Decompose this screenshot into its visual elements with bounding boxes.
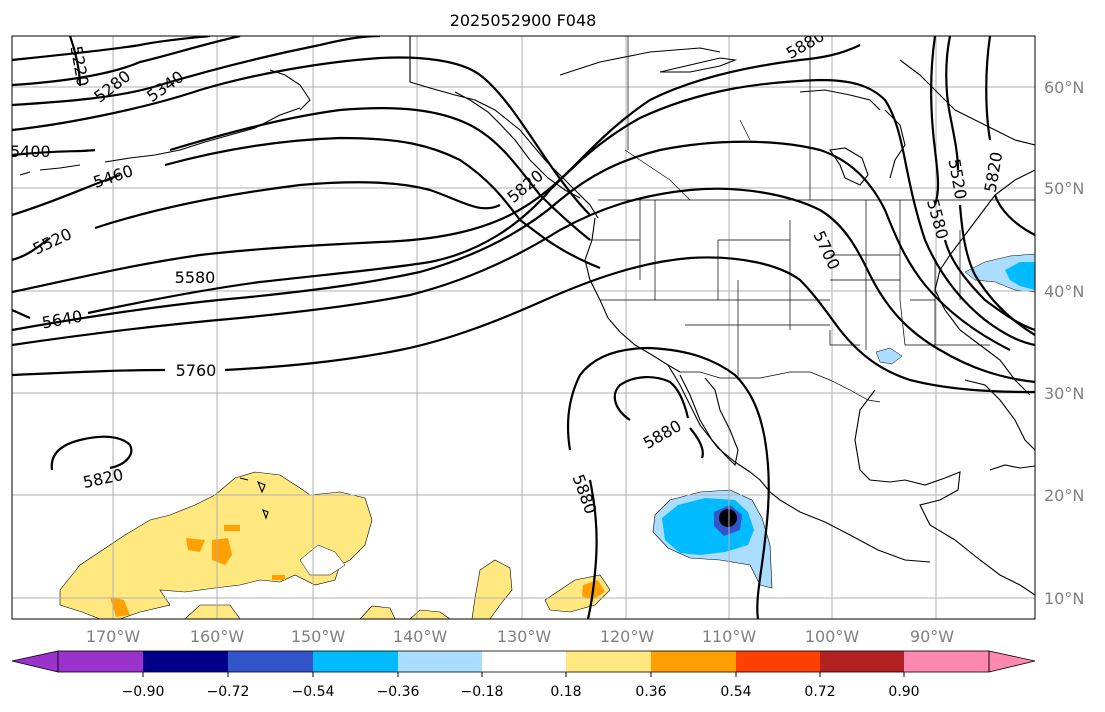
colorbar-tick: −0.18: [461, 684, 504, 700]
lat-label: 50°N: [1044, 179, 1084, 198]
lon-label: 90°W: [910, 627, 954, 646]
colorbar-tick: 0.72: [804, 684, 835, 700]
political-borders: [590, 36, 1035, 403]
lon-label: 160°W: [190, 627, 245, 646]
height-contours: [12, 36, 1035, 619]
lat-label: 40°N: [1044, 282, 1084, 301]
colorbar-tick: 0.54: [720, 684, 751, 700]
longitude-labels: 170°W 160°W 150°W 140°W 130°W 120°W 110°…: [86, 627, 954, 646]
contour-label: 5580: [175, 268, 216, 287]
colorbar-extend-low: [11, 650, 59, 673]
lon-label: 150°W: [291, 627, 346, 646]
colorbar-tick: 0.36: [635, 684, 666, 700]
lon-label: 170°W: [86, 627, 141, 646]
lat-label: 10°N: [1044, 589, 1084, 608]
shaded-field-negative: [652, 253, 1035, 589]
lon-label: 130°W: [497, 627, 552, 646]
lon-label: 140°W: [393, 627, 448, 646]
contour-label: 5400: [10, 142, 51, 161]
contour-label: 5760: [176, 361, 217, 380]
map-panel: 5220 5280 5340 5400 5460 5520 5580 5640 …: [10, 35, 1036, 620]
lat-label: 30°N: [1044, 384, 1084, 403]
shaded-field-positive: [59, 471, 611, 619]
colorbar-tick: −0.54: [292, 684, 335, 700]
colorbar-tick: 0.90: [888, 684, 919, 700]
colorbar-tick: −0.72: [207, 684, 250, 700]
lon-label: 120°W: [600, 627, 655, 646]
lon-label: 100°W: [805, 627, 860, 646]
latitude-labels: 60°N 50°N 40°N 30°N 20°N 10°N: [1044, 78, 1084, 608]
colorbar-tick: −0.36: [377, 684, 420, 700]
map-title: 2025052900 F048: [450, 11, 597, 30]
lat-label: 20°N: [1044, 486, 1084, 505]
lat-label: 60°N: [1044, 78, 1084, 97]
colorbar-extend-high: [988, 650, 1036, 673]
colorbar-tick: 0.18: [550, 684, 581, 700]
gridlines: [12, 36, 1035, 619]
coastlines: [19, 36, 1035, 596]
colorbar-tick: −0.90: [122, 684, 165, 700]
colorbar: −0.90 −0.72 −0.54 −0.36 −0.18 0.18 0.36 …: [11, 650, 1036, 700]
lon-label: 110°W: [702, 627, 757, 646]
